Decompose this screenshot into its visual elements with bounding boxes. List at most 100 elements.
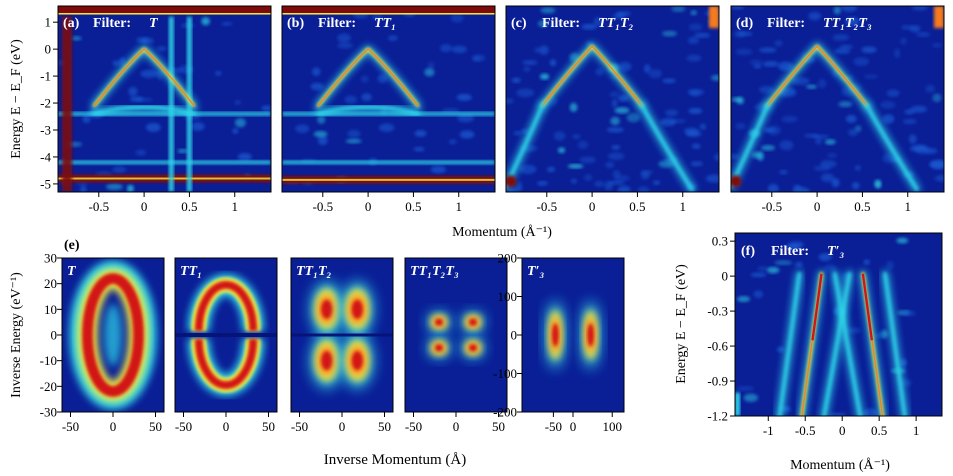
panel-f — [734, 232, 943, 417]
corner-spot — [731, 175, 742, 188]
split-gap — [175, 333, 277, 337]
noise-blob — [614, 107, 630, 114]
arc-bottom-core — [194, 338, 258, 390]
noise-blob — [617, 95, 629, 102]
noise-blob — [778, 61, 794, 72]
noise-blob — [794, 261, 803, 268]
noise-blob — [824, 139, 836, 145]
noise-blob — [450, 13, 464, 23]
xtick-label: 1 — [913, 423, 920, 438]
noise-blob — [735, 122, 746, 130]
noise-blob — [424, 68, 435, 77]
noise-blob — [699, 123, 707, 131]
noise-blob — [583, 174, 593, 181]
noise-blob — [833, 6, 841, 15]
noise-blob — [662, 30, 677, 37]
top-strip-edge — [282, 13, 495, 15]
noise-blob — [579, 156, 597, 164]
noise-blob — [736, 295, 751, 303]
noise-blob — [750, 272, 767, 278]
ylabel-f: Energy E − E_F (eV) — [674, 264, 689, 384]
noise-blob — [684, 127, 699, 135]
noise-blob — [929, 160, 944, 169]
noise-blob — [932, 93, 942, 103]
noise-blob — [886, 260, 895, 270]
noise-blob — [177, 148, 188, 154]
panel-label-d: (d) — [736, 16, 753, 31]
panel-e4 — [404, 257, 508, 413]
noise-blob — [838, 101, 853, 108]
xlabel-bottom: Inverse Momentum (Å) — [324, 452, 466, 468]
noise-blob — [688, 107, 703, 114]
noise-blob — [611, 98, 618, 108]
lobe-1-peak — [587, 323, 594, 347]
ytick-label: -1.2 — [707, 409, 728, 424]
noise-blob — [643, 64, 651, 74]
noise-blob — [873, 180, 881, 188]
dispersion-core — [766, 45, 868, 107]
noise-blob — [135, 149, 147, 156]
noise-blob — [513, 131, 522, 136]
band-1 — [282, 160, 495, 165]
noise-blob — [902, 310, 916, 317]
plot-background — [506, 6, 719, 192]
panel-title-f: T′₃ — [827, 244, 844, 259]
xtick-label: 1 — [904, 199, 911, 214]
lobe-3-peak — [469, 344, 477, 352]
noise-blob — [537, 20, 549, 28]
noise-blob — [863, 408, 878, 416]
noise-blob — [112, 60, 121, 67]
ytick-label: 30 — [44, 251, 57, 266]
ylabel-e: Inverse Energy (eV⁻¹) — [9, 272, 24, 398]
corner-spot-top — [934, 6, 944, 28]
xlabel-f: Momentum (Å⁻¹) — [790, 457, 890, 473]
ytick-label: 10 — [44, 302, 57, 317]
panel-e1 — [61, 257, 165, 413]
ytick-label: 0 — [45, 42, 52, 57]
noise-blob — [387, 35, 398, 42]
xtick-label: -1 — [763, 423, 774, 438]
noise-blob — [824, 264, 836, 273]
noise-blob — [776, 346, 785, 353]
xtick-label: -0.5 — [536, 199, 557, 214]
band-0 — [282, 111, 495, 116]
noise-blob — [753, 290, 764, 299]
panel-label-c: (c) — [511, 16, 527, 31]
noise-blob — [910, 105, 928, 113]
noise-blob — [806, 84, 818, 89]
xtick-label: 0.5 — [871, 423, 887, 438]
panel-title-e1: T — [67, 264, 77, 279]
noise-blob — [762, 61, 779, 67]
xtick-label: 0 — [839, 423, 846, 438]
plot-background — [731, 6, 944, 192]
noise-blob — [671, 6, 686, 13]
xtick-label: 0.5 — [405, 199, 421, 214]
noise-blob — [900, 37, 907, 45]
noise-blob — [761, 145, 776, 151]
noise-blob — [934, 174, 944, 182]
band-1 — [58, 160, 271, 165]
branch-right-glow — [640, 104, 694, 191]
noise-blob — [313, 130, 328, 138]
band-edge-2 — [282, 178, 495, 181]
noise-blob — [827, 153, 838, 158]
noise-blob — [767, 125, 781, 136]
noise-blob — [557, 147, 566, 154]
noise-blob — [848, 128, 858, 137]
noise-blob — [515, 181, 523, 191]
noise-blob — [845, 16, 860, 26]
panel-title-prefix-a: Filter: — [93, 16, 131, 31]
ytick-label: -0.6 — [707, 339, 728, 354]
noise-blob — [916, 32, 931, 37]
tick-labels: -0.5 0 0.5 1 -0.5 0 0.5 1 -0.5 0 0.5 1 -0.5 0 0.5 110-1… — [40, 15, 920, 438]
dispersion-core — [93, 48, 195, 107]
noise-blob — [662, 78, 677, 84]
xtick-label: 0 — [223, 419, 230, 434]
panel-label-a: (a) — [63, 16, 80, 31]
noise-blob — [126, 184, 134, 192]
noise-blob — [536, 180, 549, 186]
noise-blob — [337, 42, 354, 49]
noise-blob — [774, 39, 783, 47]
noise-blob — [618, 61, 632, 72]
xtick-label: 0 — [339, 419, 346, 434]
